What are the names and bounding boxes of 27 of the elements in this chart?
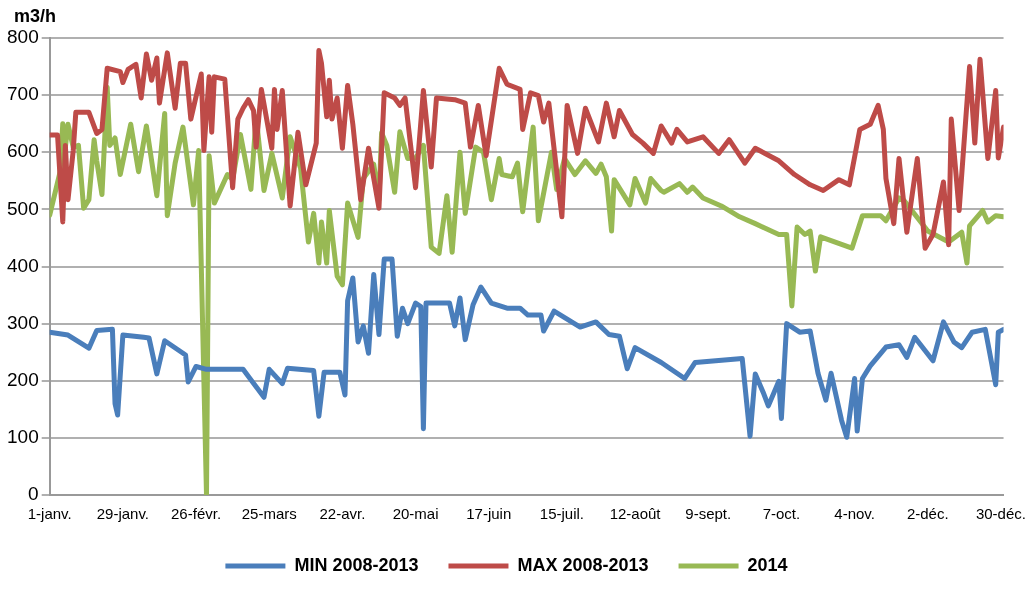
y-tick-label: 500 — [7, 197, 39, 219]
x-tick-label: 2-déc. — [906, 505, 949, 523]
y-tick-label: 700 — [7, 83, 39, 105]
x-tick-label: 4-nov. — [834, 505, 875, 523]
x-tick-label: 7-oct. — [762, 505, 801, 523]
y-axis-title: m3/h — [14, 5, 57, 26]
y-tick-label: 600 — [7, 140, 39, 162]
legend-label: 2014 — [747, 554, 788, 575]
y-tick-label: 400 — [7, 254, 39, 276]
x-tick-label: 29-janv. — [96, 505, 149, 523]
x-tick-label: 22-avr. — [319, 505, 366, 523]
x-tick-label: 1-janv. — [27, 505, 72, 523]
y-tick-label: 100 — [7, 426, 39, 448]
x-tick-label: 26-févr. — [171, 505, 222, 523]
y-tick-label: 300 — [7, 311, 39, 333]
x-tick-label: 12-août — [609, 505, 662, 523]
legend-label: MIN 2008-2013 — [294, 554, 419, 575]
y-tick-label: 800 — [7, 26, 39, 48]
y-tick-label: 0 — [28, 483, 39, 505]
legend-label: MAX 2008-2013 — [517, 554, 649, 575]
x-tick-label: 20-mai — [392, 505, 439, 523]
x-tick-label: 15-juil. — [539, 505, 584, 523]
x-tick-label: 30-déc. — [975, 505, 1026, 523]
y-tick-label: 200 — [7, 368, 39, 390]
x-tick-label: 9-sept. — [685, 505, 732, 523]
x-tick-label: 17-juin — [466, 505, 512, 523]
x-tick-label: 25-mars — [241, 505, 297, 523]
